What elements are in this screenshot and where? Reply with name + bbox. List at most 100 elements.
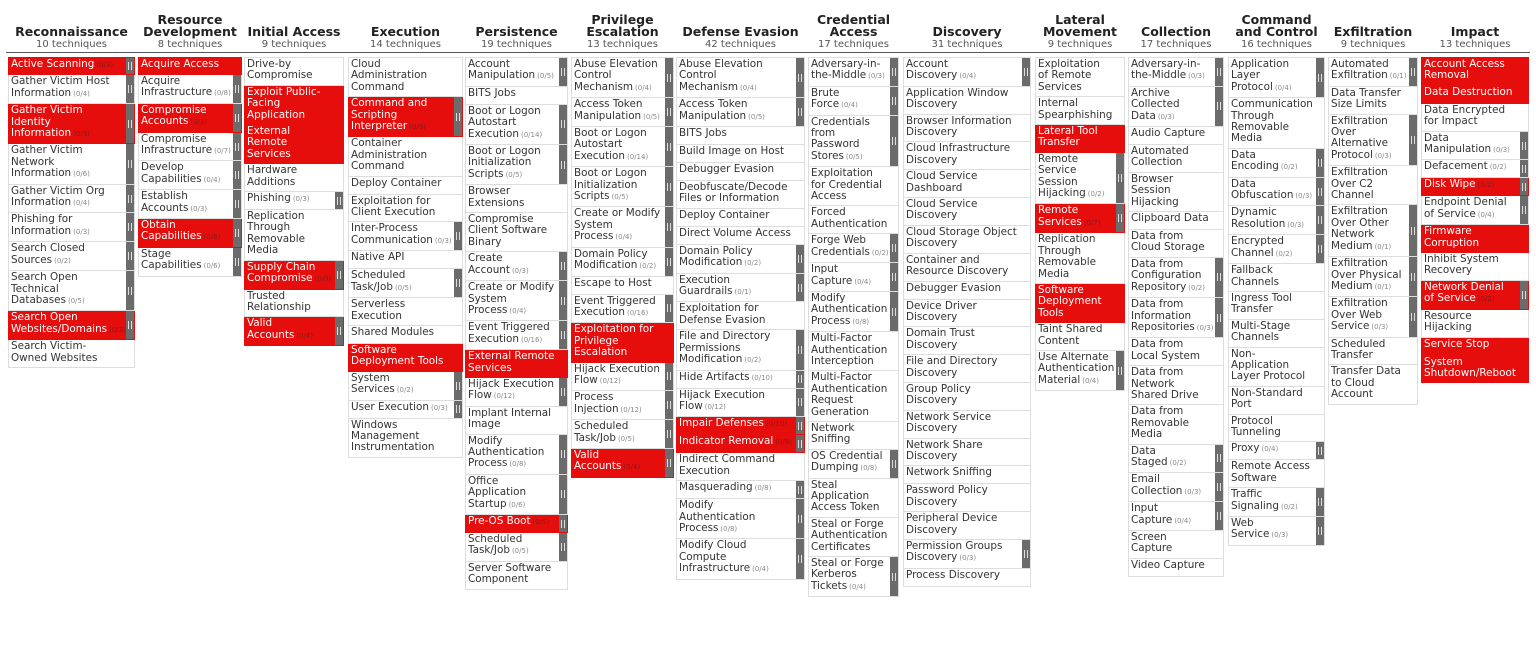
subtechnique-toggle[interactable] [796, 370, 804, 388]
technique-cell[interactable]: Steal or Forge Authentication Certificat… [808, 517, 899, 558]
technique-cell[interactable]: Encrypted Channel (0/2) [1228, 235, 1325, 265]
tactic-name[interactable]: Defense Evasion [682, 24, 799, 39]
technique-cell[interactable]: Input Capture (0/4) [808, 263, 899, 292]
technique-cell[interactable]: Hijack Execution Flow (0/12) [571, 362, 674, 392]
subtechnique-toggle[interactable] [796, 98, 804, 127]
technique-cell[interactable]: Cloud Administration Command [348, 57, 463, 98]
technique-cell[interactable]: Permission Groups Discovery (0/3) [903, 540, 1031, 569]
subtechnique-toggle[interactable] [1316, 177, 1324, 206]
subtechnique-toggle[interactable] [126, 311, 134, 340]
technique-cell[interactable]: Event Triggered Execution (0/16) [571, 294, 674, 324]
technique-cell[interactable]: Create or Modify System Process (0/4) [465, 281, 568, 322]
technique-cell[interactable]: Indirect Command Execution [676, 453, 805, 482]
subtechnique-toggle[interactable] [233, 161, 241, 190]
subtechnique-toggle[interactable] [233, 219, 241, 247]
technique-cell[interactable]: Compromise Infrastructure (0/7) [138, 132, 242, 162]
technique-cell[interactable]: Non-Application Layer Protocol [1228, 347, 1325, 387]
subtechnique-toggle[interactable] [665, 127, 673, 167]
technique-cell[interactable]: Data Encoding (0/2) [1228, 148, 1325, 178]
subtechnique-toggle[interactable] [1409, 205, 1417, 257]
technique-cell[interactable]: Impair Defenses (0/10) [676, 417, 805, 436]
subtechnique-toggle[interactable] [796, 388, 804, 417]
subtechnique-toggle[interactable] [796, 273, 804, 302]
technique-cell[interactable]: System Shutdown/Reboot [1421, 355, 1529, 384]
technique-cell[interactable]: Data Encrypted for Impact [1421, 103, 1529, 132]
subtechnique-toggle[interactable] [335, 260, 343, 289]
technique-cell[interactable]: Forge Web Credentials (0/2) [808, 234, 899, 264]
subtechnique-toggle[interactable] [890, 263, 898, 291]
subtechnique-toggle[interactable] [1520, 160, 1528, 178]
technique-cell[interactable]: Data from Network Shared Drive [1128, 366, 1224, 406]
technique-cell[interactable]: Masquerading (0/8) [676, 481, 805, 500]
technique-cell[interactable]: Obtain Capabilities (0/6) [138, 219, 242, 248]
subtechnique-toggle[interactable] [559, 58, 567, 86]
technique-cell[interactable]: Data from Removable Media [1128, 405, 1224, 445]
tactic-name[interactable]: Lateral Movement [1042, 12, 1118, 39]
technique-cell[interactable]: Domain Trust Discovery [903, 327, 1031, 356]
subtechnique-toggle[interactable] [665, 58, 673, 98]
subtechnique-toggle[interactable] [796, 499, 804, 539]
technique-cell[interactable]: Exfiltration Over Physical Medium (0/1) [1328, 257, 1418, 298]
subtechnique-toggle[interactable] [233, 75, 241, 103]
technique-cell[interactable]: Firmware Corruption [1421, 225, 1529, 254]
subtechnique-toggle[interactable] [1316, 235, 1324, 264]
technique-cell[interactable]: External Remote Services [244, 125, 344, 165]
technique-cell[interactable]: Audio Capture [1128, 127, 1224, 146]
technique-cell[interactable]: Communication Through Removable Media [1228, 98, 1325, 149]
technique-cell[interactable]: Multi-Factor Authentication Request Gene… [808, 371, 899, 422]
technique-cell[interactable]: Disk Wipe (0/2) [1421, 178, 1529, 197]
technique-cell[interactable]: Remote Services (0/7) [1035, 204, 1125, 234]
technique-cell[interactable]: Password Policy Discovery [903, 484, 1031, 513]
subtechnique-toggle[interactable] [890, 115, 898, 167]
technique-cell[interactable]: Serverless Execution [348, 298, 463, 326]
subtechnique-toggle[interactable] [890, 234, 898, 263]
technique-cell[interactable]: Hide Artifacts (0/10) [676, 370, 805, 389]
technique-cell[interactable]: Valid Accounts (0/4) [571, 448, 674, 478]
subtechnique-toggle[interactable] [335, 317, 343, 346]
technique-cell[interactable]: Container and Resource Discovery [903, 253, 1031, 282]
subtechnique-toggle[interactable] [1520, 178, 1528, 196]
subtechnique-toggle[interactable] [233, 132, 241, 161]
tactic-name[interactable]: Collection [1141, 24, 1211, 39]
technique-cell[interactable]: Protocol Tunneling [1228, 414, 1325, 443]
technique-cell[interactable]: Boot or Logon Autostart Execution (0/14) [465, 104, 568, 146]
subtechnique-toggle[interactable] [1215, 58, 1223, 86]
technique-cell[interactable]: Account Discovery (0/4) [903, 57, 1031, 87]
technique-cell[interactable]: Search Open Technical Databases (0/5) [8, 271, 135, 312]
technique-cell[interactable]: Gather Victim Network Information (0/6) [8, 144, 135, 185]
subtechnique-toggle[interactable] [1316, 442, 1324, 460]
technique-cell[interactable]: Multi-Factor Authentication Interception [808, 332, 899, 372]
technique-cell[interactable]: Adversary-in-the-Middle (0/3) [808, 57, 899, 87]
subtechnique-toggle[interactable] [559, 533, 567, 561]
technique-cell[interactable]: Indicator Removal (0/9) [676, 435, 805, 454]
technique-cell[interactable]: Service Stop [1421, 337, 1529, 356]
subtechnique-toggle[interactable] [890, 449, 898, 478]
technique-cell[interactable]: Replication Through Removable Media [244, 210, 344, 261]
tactic-name[interactable]: Exfiltration [1333, 24, 1413, 39]
technique-cell[interactable]: Lateral Tool Transfer [1035, 125, 1125, 153]
technique-cell[interactable]: Modify Authentication Process (0/8) [676, 499, 805, 540]
technique-cell[interactable]: Data Staged (0/2) [1128, 444, 1224, 474]
subtechnique-toggle[interactable] [126, 213, 134, 242]
subtechnique-toggle[interactable] [1215, 86, 1223, 127]
technique-cell[interactable]: Windows Management Instrumentation [348, 418, 463, 458]
technique-cell[interactable]: Steal or Forge Kerberos Tickets (0/4) [808, 557, 899, 598]
technique-cell[interactable]: Trusted Relationship [244, 289, 344, 318]
technique-cell[interactable]: Create or Modify System Process (0/4) [571, 207, 674, 248]
technique-cell[interactable]: Fallback Channels [1228, 264, 1325, 292]
technique-cell[interactable]: Debugger Evasion [903, 281, 1031, 300]
technique-cell[interactable]: Dynamic Resolution (0/3) [1228, 206, 1325, 236]
subtechnique-toggle[interactable] [665, 420, 673, 448]
technique-cell[interactable]: Debugger Evasion [676, 163, 805, 182]
subtechnique-toggle[interactable] [1215, 473, 1223, 502]
technique-cell[interactable]: Gather Victim Host Information (0/4) [8, 75, 135, 105]
technique-cell[interactable]: Archive Collected Data (0/3) [1128, 86, 1224, 128]
technique-cell[interactable]: Brute Force (0/4) [808, 86, 899, 116]
subtechnique-toggle[interactable] [1409, 114, 1417, 166]
technique-cell[interactable]: Process Injection (0/12) [571, 391, 674, 421]
technique-cell[interactable]: Ingress Tool Transfer [1228, 291, 1325, 320]
subtechnique-toggle[interactable] [454, 400, 462, 418]
technique-cell[interactable]: Account Access Removal [1421, 57, 1529, 86]
subtechnique-toggle[interactable] [559, 515, 567, 532]
technique-cell[interactable]: Escape to Host [571, 276, 674, 295]
